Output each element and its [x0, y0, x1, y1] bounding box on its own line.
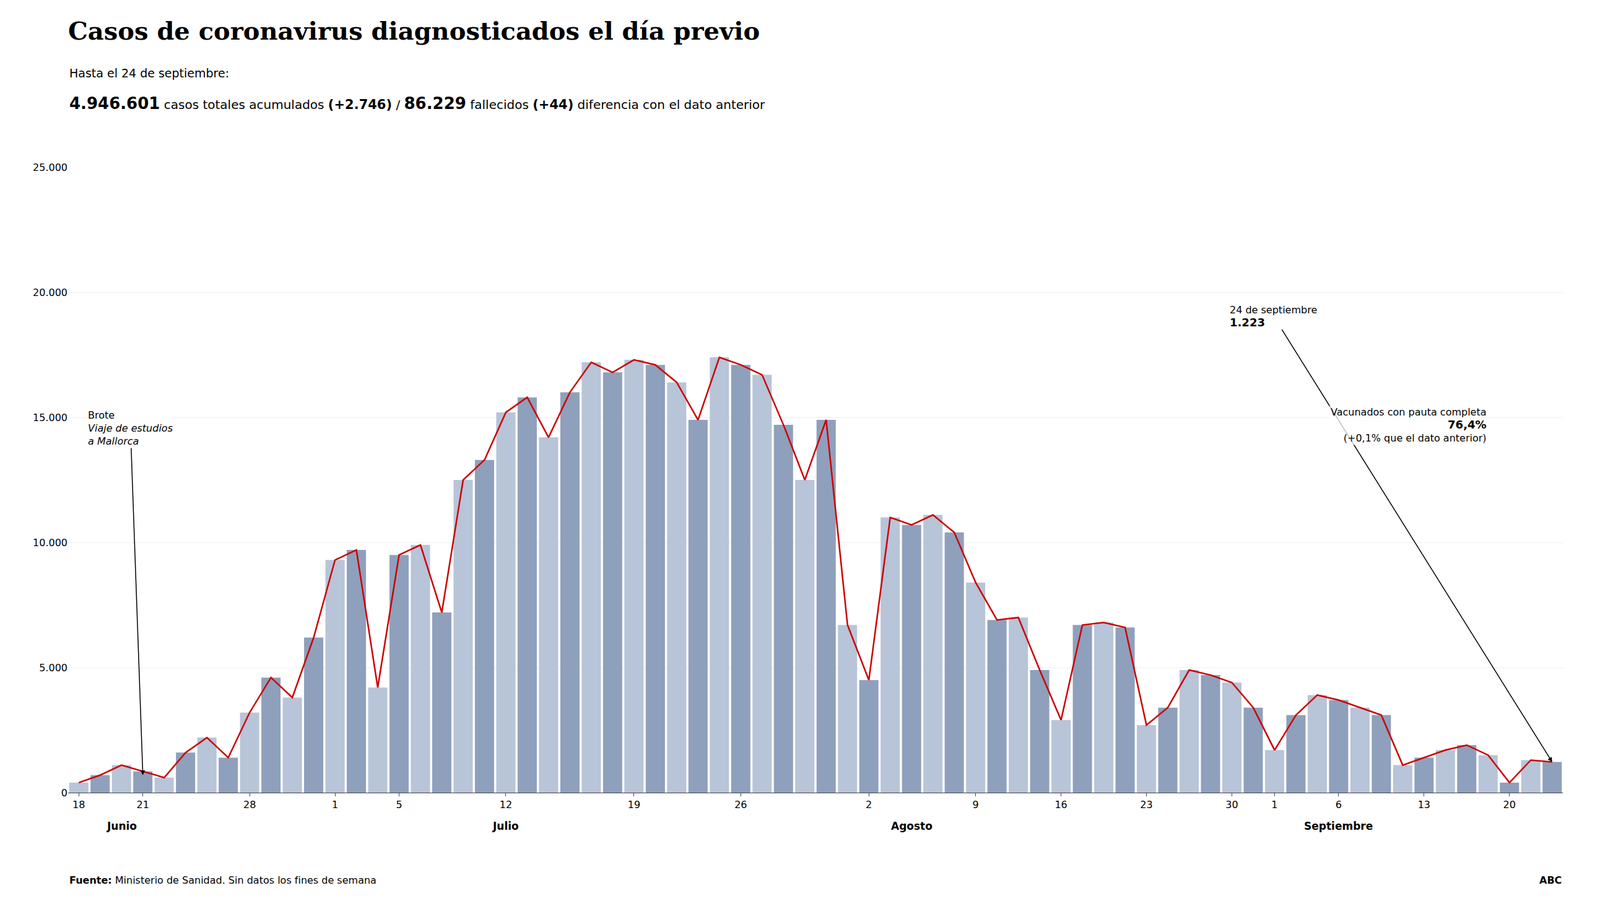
svg-text:5.000: 5.000 [39, 661, 68, 674]
svg-text:1: 1 [331, 798, 339, 811]
svg-text:Junio: Junio [106, 819, 137, 833]
svg-text:ABC: ABC [1539, 874, 1562, 887]
svg-text:2: 2 [865, 798, 872, 811]
svg-text:6: 6 [1335, 798, 1342, 811]
svg-text:4.946.601 casos totales acumul: 4.946.601 casos totales acumulados (+2.7… [69, 94, 766, 113]
svg-text:28: 28 [243, 798, 256, 811]
svg-text:Hasta el 24 de septiembre:: Hasta el 24 de septiembre: [69, 66, 230, 80]
svg-text:18: 18 [72, 798, 85, 811]
svg-text:24 de septiembre1.223: 24 de septiembre1.223 [1229, 304, 1318, 329]
svg-text:25.000: 25.000 [32, 161, 68, 174]
svg-text:26: 26 [734, 798, 747, 811]
svg-text:30: 30 [1225, 798, 1238, 811]
svg-text:15.000: 15.000 [32, 411, 68, 424]
svg-text:21: 21 [136, 798, 150, 811]
svg-text:Casos de coronavirus diagnosti: Casos de coronavirus diagnosticados el d… [68, 16, 760, 46]
svg-text:13: 13 [1417, 798, 1431, 811]
svg-text:Fuente: Ministerio de Sanidad.: Fuente: Ministerio de Sanidad. Sin datos… [69, 874, 377, 887]
svg-text:5: 5 [395, 798, 402, 811]
svg-text:23: 23 [1139, 798, 1153, 811]
svg-text:9: 9 [972, 798, 979, 811]
svg-text:16: 16 [1054, 798, 1067, 811]
svg-text:19: 19 [627, 798, 641, 811]
svg-text:1: 1 [1271, 798, 1278, 811]
svg-text:Vacunados con pauta completa76: Vacunados con pauta completa76,4%(+0,1% … [1330, 406, 1487, 444]
svg-text:12: 12 [499, 798, 513, 811]
svg-text:0: 0 [61, 786, 68, 799]
svg-text:20.000: 20.000 [32, 286, 68, 299]
svg-text:Agosto: Agosto [891, 819, 933, 833]
svg-text:10.000: 10.000 [32, 536, 68, 549]
svg-text:BroteViaje de estudiosa Mallor: BroteViaje de estudiosa Mallorca [87, 409, 173, 448]
svg-text:20: 20 [1503, 798, 1516, 811]
svg-text:Julio: Julio [492, 819, 519, 833]
svg-text:Septiembre: Septiembre [1304, 819, 1373, 833]
